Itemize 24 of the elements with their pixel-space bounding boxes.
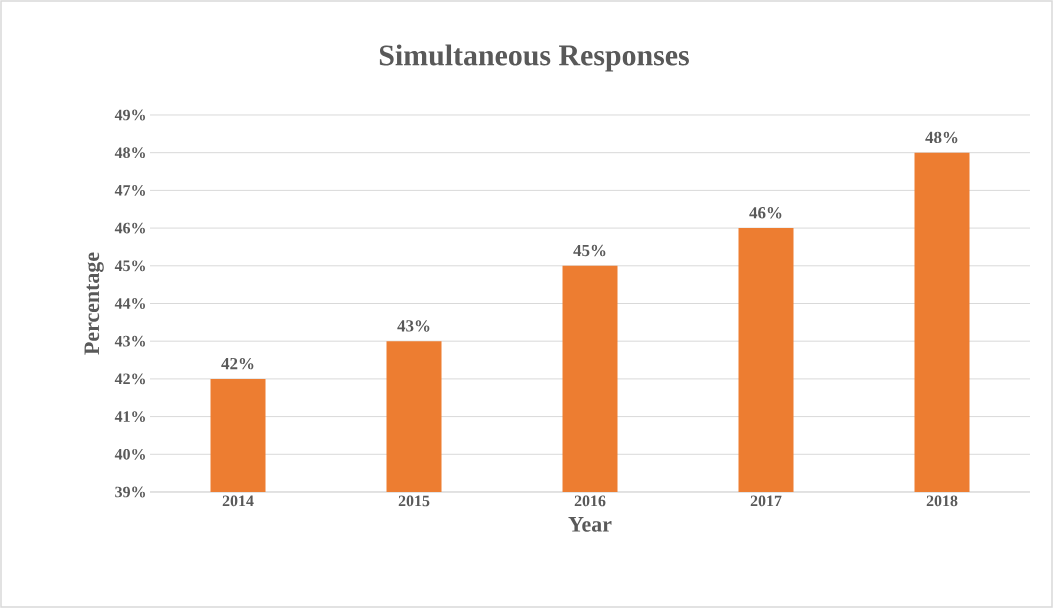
y-tick-label: 41% [114,411,145,422]
x-tick-label: 2018 [926,495,958,507]
y-tick-label: 42% [114,373,145,385]
data-label: 42% [221,357,254,370]
x-tick-label: 2014 [222,495,254,507]
x-tick-label: 2017 [750,495,782,507]
y-tick-label: 47% [114,184,145,196]
chart-title: Simultaneous Responses [379,44,689,72]
y-tick-label: 40% [114,448,145,460]
data-label: 46% [749,207,782,219]
y-tick-label: 44% [114,298,145,309]
y-tick-label: 48% [114,147,145,159]
y-tick-label: 43% [114,335,145,347]
x-tick-label: 2015 [398,495,430,507]
x-tick-label: 2016 [574,495,606,507]
x-axis-title: Year [568,517,612,532]
data-label: 48% [925,131,958,144]
y-tick-label: 46% [114,222,145,234]
y-tick-label: 45% [114,260,145,272]
y-tick-label: 39% [115,486,145,498]
y-axis-title: Percentage [84,252,104,355]
data-label: 45% [573,244,606,257]
y-tick-label: 49% [114,109,145,121]
data-label: 43% [397,320,430,332]
